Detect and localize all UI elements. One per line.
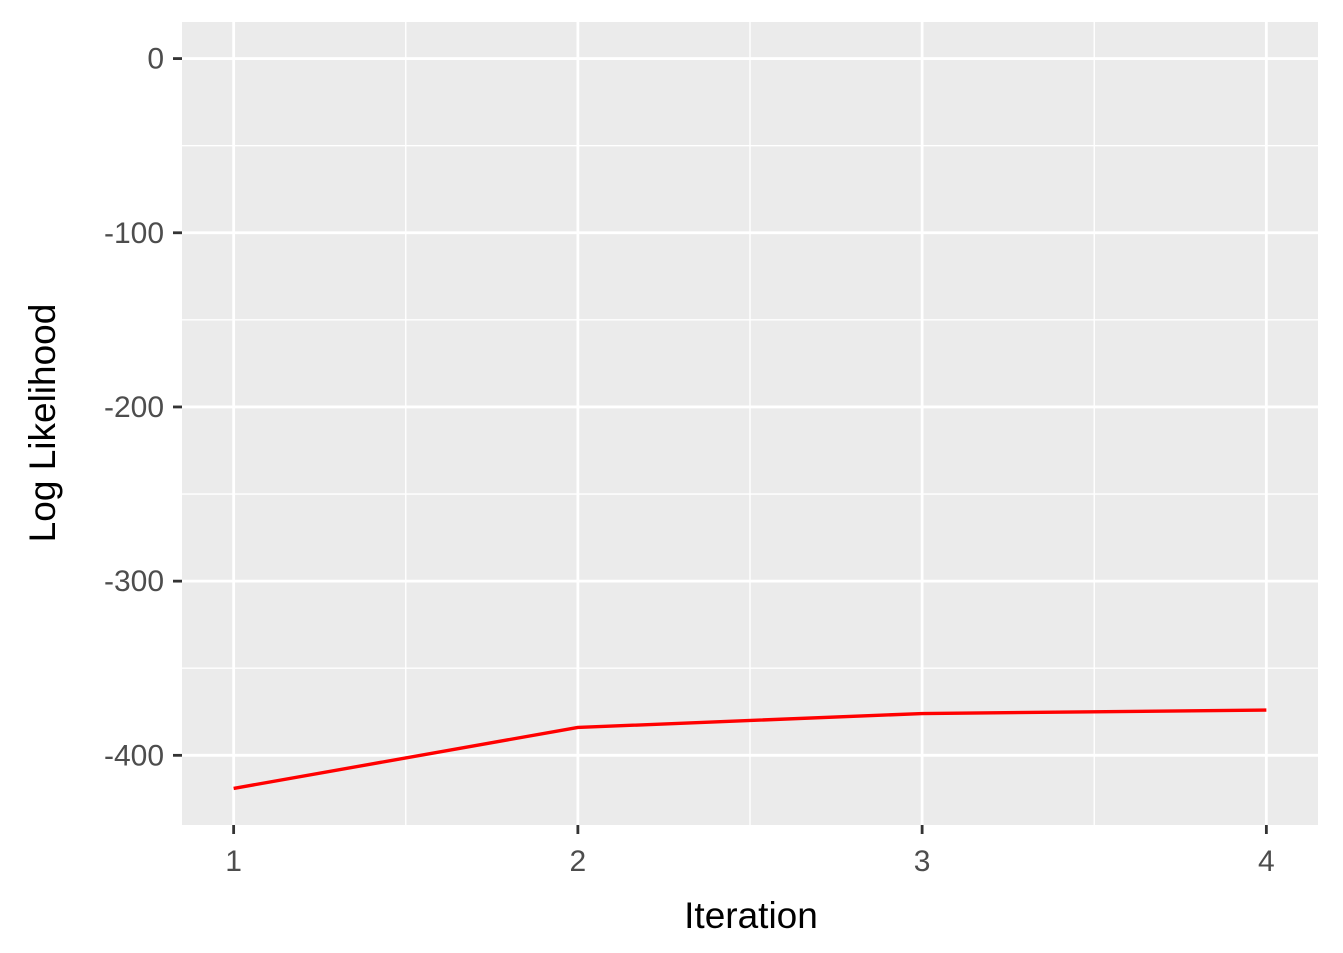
y-tick-label: -200 [104, 391, 164, 424]
x-tick-label: 4 [1258, 845, 1275, 878]
x-tick-label: 2 [570, 845, 587, 878]
y-axis: 0 -100 -200 -300 -400 [104, 43, 182, 772]
series-line [233, 708, 1267, 791]
x-axis: 1 2 3 4 [225, 825, 1275, 878]
y-tick-label: -100 [104, 217, 164, 250]
major-gridlines [182, 22, 1318, 825]
series-layer [233, 708, 1267, 791]
minor-gridlines [182, 22, 1318, 825]
y-axis-title: Log Likelihood [22, 304, 63, 543]
y-tick-label: 0 [147, 43, 164, 76]
y-tick-label: -400 [104, 739, 164, 772]
y-tick-label: -300 [104, 565, 164, 598]
x-tick-label: 1 [225, 845, 242, 878]
x-tick-label: 3 [914, 845, 931, 878]
x-axis-title: Iteration [684, 895, 818, 936]
